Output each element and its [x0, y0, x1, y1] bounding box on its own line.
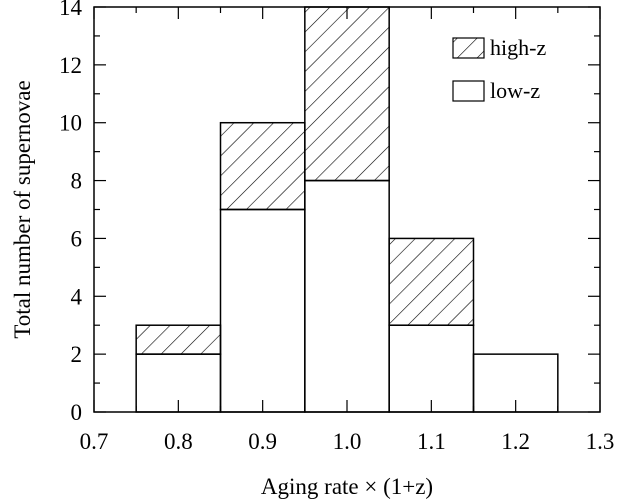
legend-label-low-z: low-z — [490, 78, 540, 103]
legend: high-z low-z — [452, 35, 546, 103]
y-tick-label: 10 — [59, 111, 82, 136]
y-tick-label: 6 — [71, 226, 83, 251]
y-tick-label: 0 — [71, 400, 83, 425]
x-tick-label: 1.2 — [501, 429, 530, 454]
bar-high-z — [219, 121, 306, 211]
x-tick-label: 1.0 — [333, 429, 362, 454]
y-tick-label: 2 — [71, 342, 83, 367]
y-tick-label: 12 — [59, 53, 82, 78]
x-tick-label: 0.9 — [248, 429, 277, 454]
legend-swatch-high-z — [452, 37, 485, 59]
x-tick-label: 1.1 — [417, 429, 446, 454]
bar-low-z — [304, 179, 390, 413]
y-tick-label: 4 — [71, 284, 83, 309]
bar-low-z — [219, 208, 306, 413]
x-tick-label: 0.7 — [80, 429, 109, 454]
x-axis-label: Aging rate × (1+z) — [261, 474, 433, 499]
x-tick-label: 1.3 — [586, 429, 615, 454]
legend-swatch-low-z — [452, 80, 485, 102]
x-tick-label: 0.8 — [164, 429, 193, 454]
bar-high-z — [388, 237, 475, 326]
bar-low-z — [388, 324, 475, 413]
bar-high-z — [135, 324, 222, 355]
y-tick-label: 14 — [59, 0, 83, 20]
bar-high-z — [304, 6, 390, 182]
legend-label-high-z: high-z — [490, 35, 546, 60]
y-tick-label: 8 — [71, 169, 83, 194]
y-axis-label: Total number of supernovae — [10, 80, 35, 338]
